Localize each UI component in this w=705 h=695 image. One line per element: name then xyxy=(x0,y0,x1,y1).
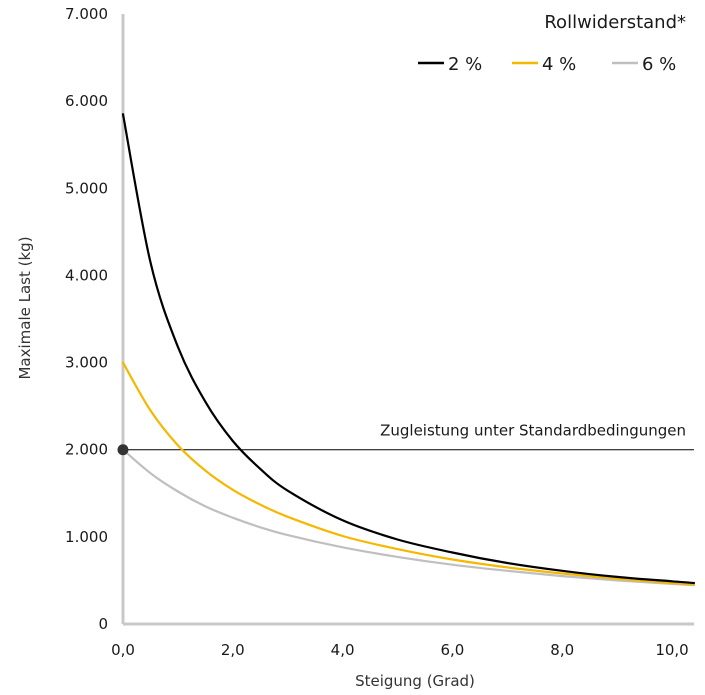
x-tick-label: 2,0 xyxy=(221,641,245,659)
x-tick-label: 8,0 xyxy=(550,641,574,659)
legend-label: 2 % xyxy=(448,54,482,75)
y-tick-label: 1.000 xyxy=(65,528,108,546)
series-line xyxy=(121,113,696,585)
reference-line-group: Zugleistung unter Standardbedingungen xyxy=(123,422,694,451)
x-tick-label: 0,0 xyxy=(111,641,135,659)
y-tick-label: 0 xyxy=(98,615,108,633)
y-tick-label: 2.000 xyxy=(65,441,108,459)
y-tick-label: 5.000 xyxy=(65,179,108,197)
x-tick-label: 10,0 xyxy=(655,641,688,659)
legend-title: Rollwiderstand* xyxy=(544,12,686,33)
reference-line-label: Zugleistung unter Standardbedingungen xyxy=(380,422,686,440)
y-tick-label: 6.000 xyxy=(65,92,108,110)
series-group xyxy=(117,113,696,587)
y-tick-label: 7.000 xyxy=(65,5,108,23)
y-tick-label: 4.000 xyxy=(65,266,108,284)
series-line xyxy=(121,448,696,587)
x-tick-label: 4,0 xyxy=(331,641,355,659)
y-axis-title: Maximale Last (kg) xyxy=(16,236,34,379)
legend-label: 4 % xyxy=(542,54,576,75)
chart-axes xyxy=(121,14,694,626)
start-marker xyxy=(117,444,129,456)
x-tick-labels: 0,0 2,0 4,0 6,0 8,0 10,0 xyxy=(111,641,689,659)
x-tick-label: 6,0 xyxy=(440,641,464,659)
series-line xyxy=(121,361,696,586)
y-tick-labels: 0 1.000 2.000 3.000 4.000 5.000 6.000 7.000 xyxy=(65,5,108,633)
legend: Rollwiderstand* 2 % 4 % 6 % xyxy=(418,12,686,75)
x-axis-title: Steigung (Grad) xyxy=(355,672,475,690)
legend-label: 6 % xyxy=(642,54,676,75)
y-tick-label: 3.000 xyxy=(65,354,108,372)
